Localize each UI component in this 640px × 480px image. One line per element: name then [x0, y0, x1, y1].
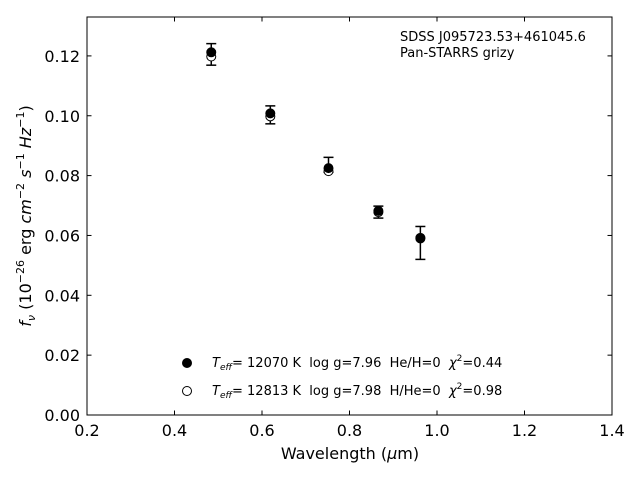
axis-ticks: 0.2 0.4 0.6 0.8 1.0 1.2 1.4 0.00 0.02 0.04 0.06 0.0…: [44, 17, 625, 440]
x-axis-label: Wavelength (μm): [281, 444, 419, 463]
y-tick-label: 0.10: [44, 107, 80, 126]
x-tick-label: 1.4: [599, 421, 624, 440]
x-tick-label: 0.8: [337, 421, 362, 440]
annotation-object-name: SDSS J095723.53+461045.6: [400, 30, 586, 45]
y-axis-label: fν (10−26 erg cm−2 s−1 Hz−1): [14, 105, 38, 326]
point-filled: [265, 108, 276, 119]
y-tick-label: 0.04: [44, 286, 80, 305]
point-filled: [323, 163, 334, 174]
y-tick-label: 0.06: [44, 226, 80, 245]
x-tick-label: 0.6: [249, 421, 274, 440]
x-tick-label: 0.4: [162, 421, 187, 440]
legend-entry-2: Teff= 12813 K log g=7.98 H/He=0 χ2=0.98: [212, 382, 502, 401]
annotation-survey: Pan-STARRS grizy: [400, 46, 515, 61]
data-points: [206, 47, 426, 244]
point-filled: [373, 205, 384, 216]
x-tick-label: 0.2: [74, 421, 99, 440]
x-tick-label: 1.2: [512, 421, 537, 440]
y-tick-label: 0.08: [44, 167, 80, 186]
plot-area: [86, 16, 613, 416]
legend-marker-filled: [182, 358, 192, 368]
legend: Teff= 12070 K log g=7.96 He/H=0 χ2=0.44 …: [182, 354, 502, 401]
y-tick-label: 0.02: [44, 346, 80, 365]
y-tick-label: 0.00: [44, 406, 80, 425]
x-tick-label: 1.0: [424, 421, 449, 440]
legend-marker-open: [182, 386, 192, 396]
y-tick-label: 0.12: [44, 47, 80, 66]
point-filled: [206, 47, 217, 58]
point-filled: [415, 233, 426, 244]
legend-entry-1: Teff= 12070 K log g=7.96 He/H=0 χ2=0.44: [212, 354, 502, 373]
